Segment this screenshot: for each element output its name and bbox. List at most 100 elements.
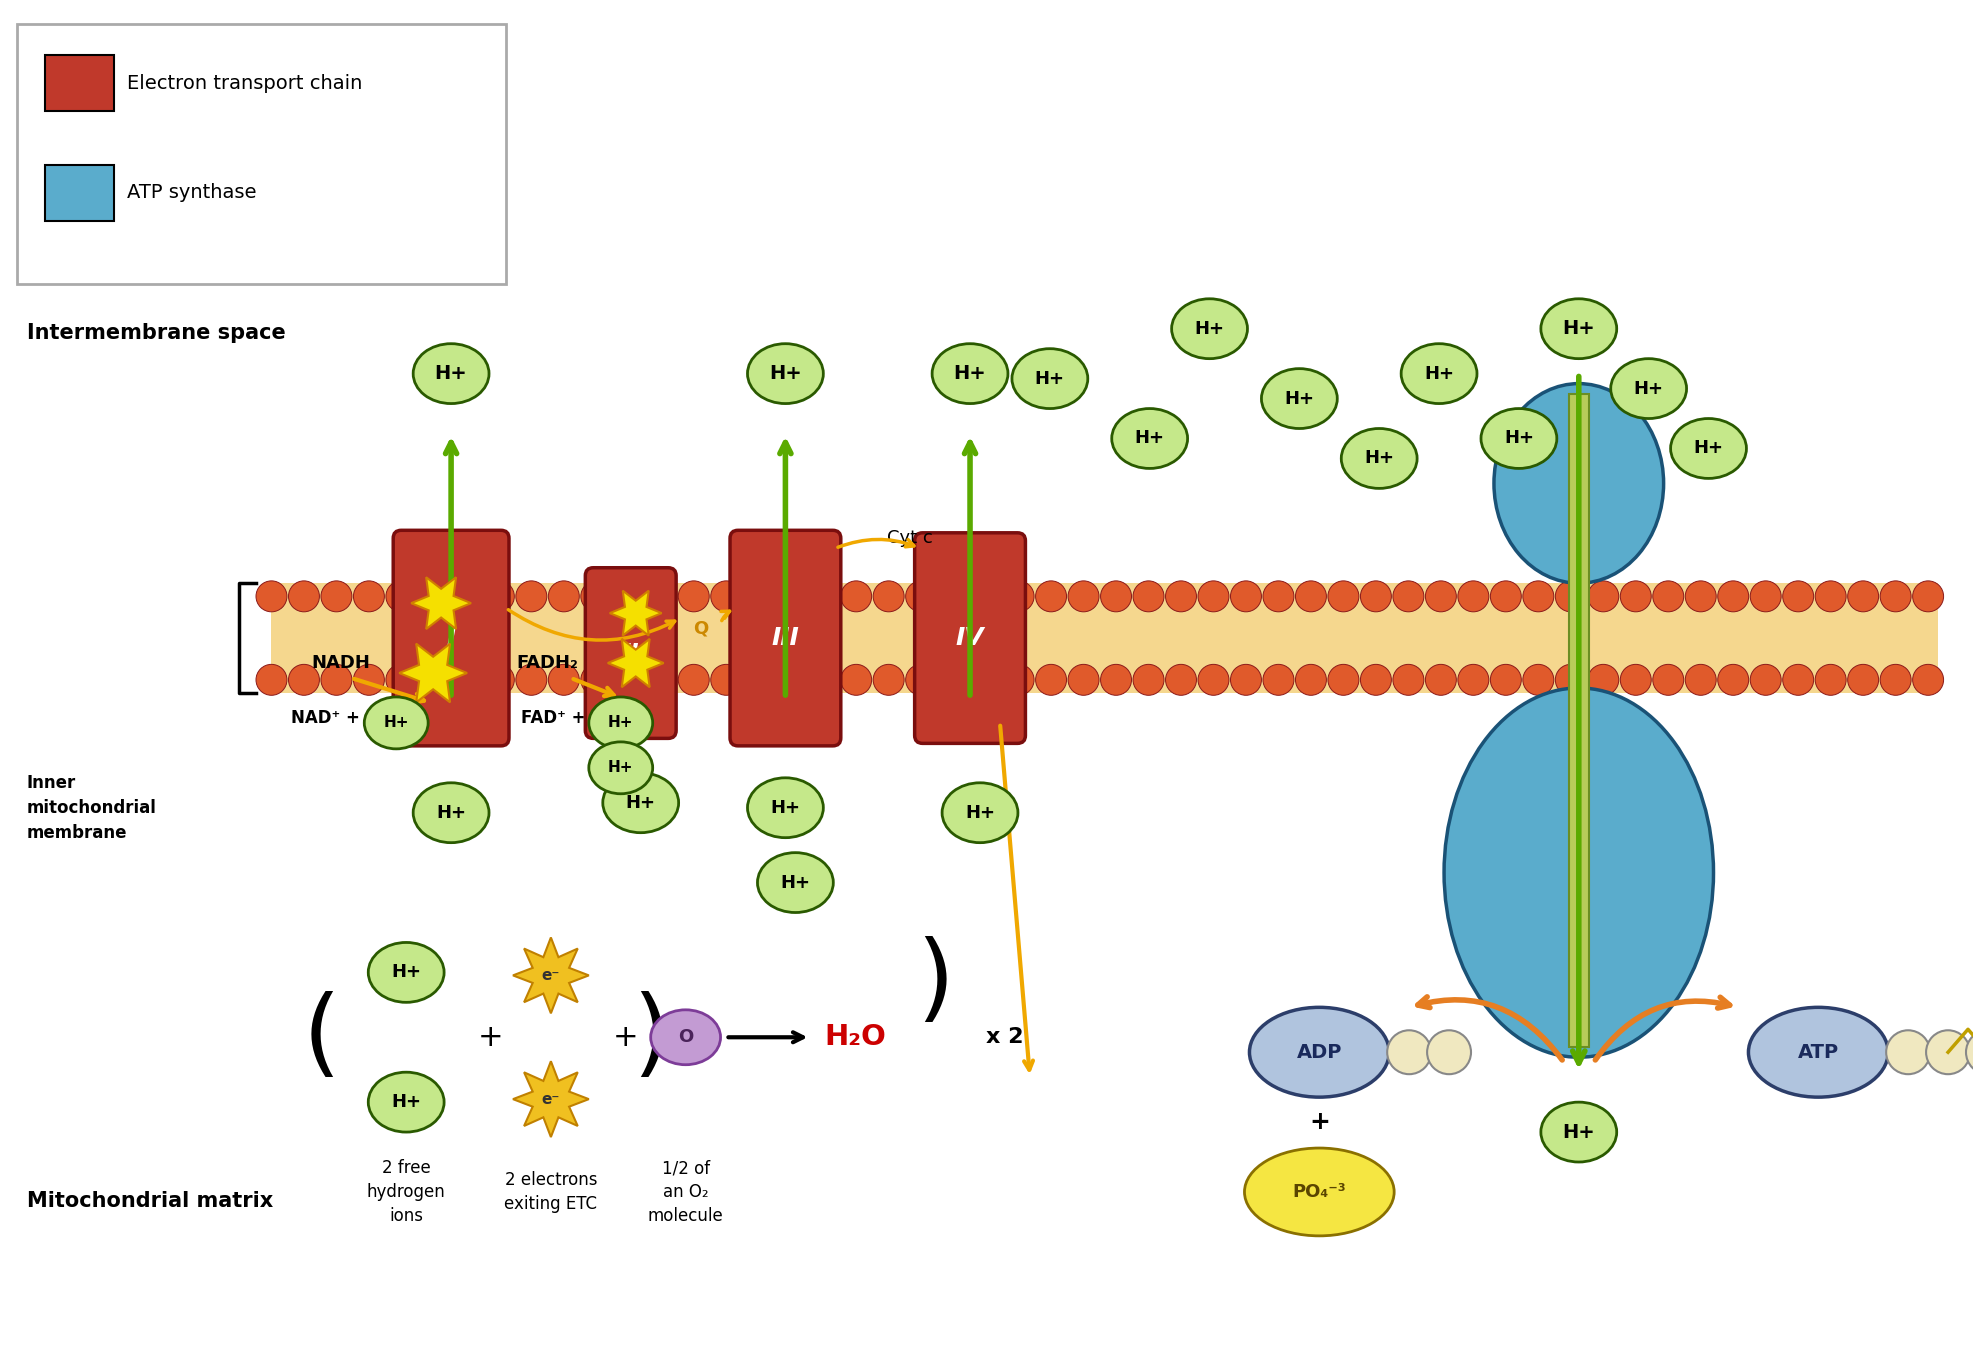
Ellipse shape [1540,299,1618,359]
Bar [271,583,1937,693]
Circle shape [1815,581,1847,612]
Text: 1/2 of
an O₂
molecule: 1/2 of an O₂ molecule [648,1160,723,1225]
Ellipse shape [367,942,444,1002]
Circle shape [1965,1031,1975,1074]
Ellipse shape [1671,418,1746,478]
Polygon shape [610,591,662,636]
Circle shape [1491,581,1521,612]
Circle shape [354,664,385,695]
Circle shape [1912,664,1943,695]
Text: Inner
mitochondrial
membrane: Inner mitochondrial membrane [28,774,156,842]
Text: ): ) [632,991,670,1084]
Circle shape [614,581,644,612]
Ellipse shape [1493,383,1663,583]
Circle shape [1880,581,1912,612]
Text: Q: Q [693,619,709,637]
Circle shape [743,581,774,612]
Text: H+: H+ [434,364,468,383]
Text: ADP: ADP [1298,1043,1341,1062]
Circle shape [1556,581,1586,612]
Polygon shape [608,638,664,687]
Text: NADH: NADH [312,655,369,672]
Text: II: II [622,644,640,663]
Circle shape [711,664,743,695]
Circle shape [1718,581,1748,612]
Ellipse shape [747,344,824,403]
Ellipse shape [932,344,1007,403]
Text: H+: H+ [1562,319,1596,338]
Circle shape [1750,664,1781,695]
Text: H+: H+ [1284,390,1313,407]
Circle shape [1880,664,1912,695]
Ellipse shape [1250,1008,1388,1097]
Text: e⁻: e⁻ [541,1092,561,1107]
Circle shape [450,664,482,695]
Text: H+: H+ [780,873,810,892]
Ellipse shape [1481,409,1556,469]
Text: H+: H+ [1633,380,1663,398]
Circle shape [1556,664,1586,695]
Text: H+: H+ [391,963,421,982]
Text: H+: H+ [770,799,800,816]
Text: IV: IV [956,626,984,650]
Circle shape [1003,664,1035,695]
Text: NAD⁺ +: NAD⁺ + [292,709,359,727]
Text: O: O [677,1028,693,1046]
Circle shape [1262,581,1294,612]
Text: H+: H+ [1365,449,1394,467]
Circle shape [1653,581,1685,612]
Circle shape [419,664,450,695]
Circle shape [1426,664,1456,695]
Circle shape [646,664,677,695]
Circle shape [614,664,644,695]
Text: H+: H+ [768,364,802,383]
Text: x 2: x 2 [986,1027,1023,1047]
Circle shape [1783,664,1813,695]
Text: H+: H+ [966,804,995,822]
Text: H+: H+ [1503,429,1535,448]
Ellipse shape [602,773,679,832]
Circle shape [1750,581,1781,612]
Circle shape [1165,664,1197,695]
Circle shape [1588,664,1620,695]
Text: H+: H+ [1035,369,1065,387]
FancyBboxPatch shape [393,531,510,746]
Text: H+: H+ [608,760,634,775]
Circle shape [711,581,743,612]
Circle shape [1296,581,1327,612]
Polygon shape [514,1061,589,1137]
Circle shape [1912,581,1943,612]
FancyBboxPatch shape [18,24,506,284]
FancyBboxPatch shape [914,532,1025,743]
Text: ): ) [916,936,954,1029]
Circle shape [1620,664,1651,695]
Circle shape [1035,664,1067,695]
Circle shape [1230,664,1262,695]
Circle shape [322,664,352,695]
Circle shape [1523,664,1554,695]
Circle shape [1458,581,1489,612]
Circle shape [873,664,905,695]
Circle shape [1815,664,1847,695]
Circle shape [1296,664,1327,695]
Ellipse shape [413,782,490,843]
Text: H+: H+ [383,716,409,731]
Text: ATP: ATP [1797,1043,1839,1062]
Circle shape [841,581,871,612]
Text: III: III [772,626,800,650]
Polygon shape [399,644,466,702]
Circle shape [1886,1031,1930,1074]
FancyBboxPatch shape [45,56,115,111]
Circle shape [1134,581,1163,612]
Circle shape [484,664,514,695]
Circle shape [515,664,547,695]
Circle shape [1386,1031,1432,1074]
Polygon shape [411,577,472,629]
Text: H+: H+ [436,804,466,822]
Ellipse shape [589,697,652,748]
Ellipse shape [1540,1103,1618,1162]
Circle shape [1361,581,1390,612]
Circle shape [288,581,320,612]
Circle shape [1718,664,1748,695]
Circle shape [1458,664,1489,695]
